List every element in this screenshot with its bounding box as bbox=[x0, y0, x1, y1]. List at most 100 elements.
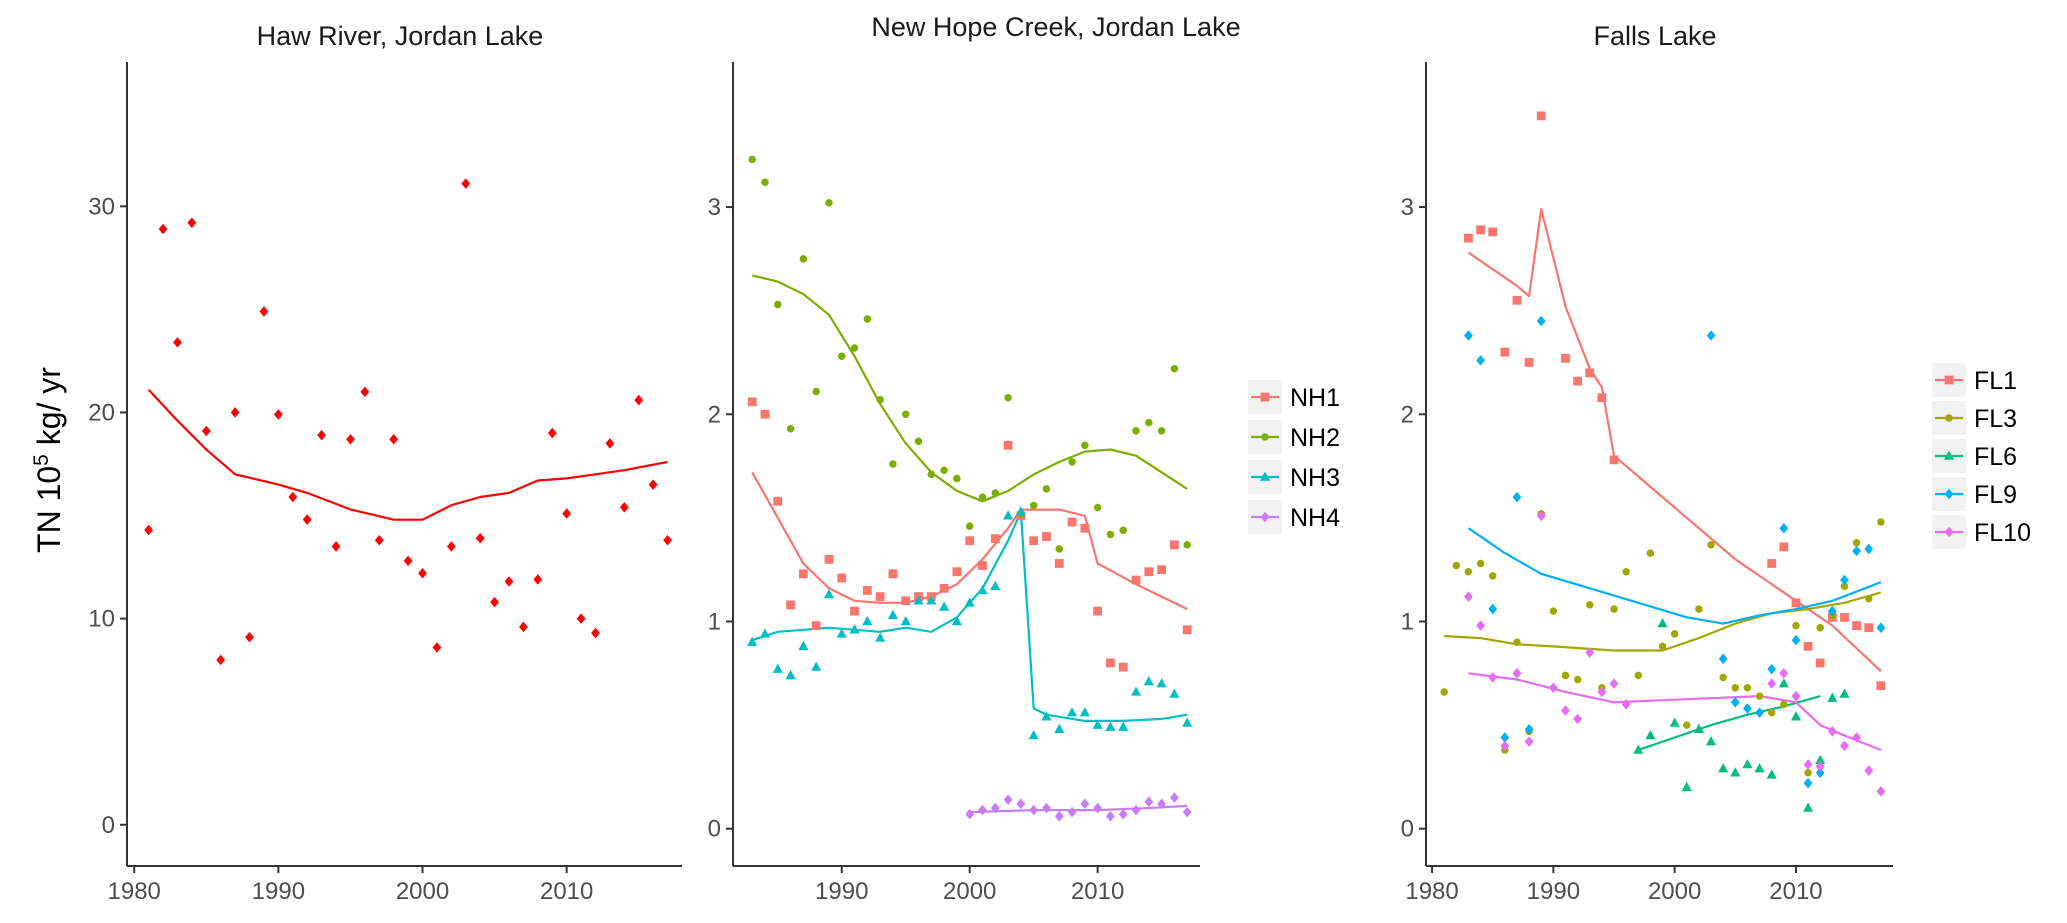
data-point-series bbox=[490, 596, 499, 608]
data-point-nh1 bbox=[773, 496, 783, 506]
data-point-series bbox=[158, 223, 168, 235]
data-point-nh3 bbox=[759, 628, 771, 638]
data-point-fl9 bbox=[1718, 653, 1728, 665]
data-point-nh3 bbox=[1182, 717, 1193, 727]
data-point-nh1 bbox=[1029, 536, 1039, 546]
data-point-nh2 bbox=[1119, 526, 1127, 535]
trend-line-nh4 bbox=[969, 804, 1188, 814]
data-point-nh1 bbox=[1144, 567, 1154, 577]
x-tick-label: 2000 bbox=[1648, 878, 1701, 905]
data-point-nh2 bbox=[1042, 485, 1051, 493]
data-point-fl6 bbox=[1681, 781, 1692, 791]
data-point-fl9 bbox=[1852, 545, 1862, 557]
data-point-fl3 bbox=[1573, 675, 1582, 684]
data-point-series bbox=[216, 654, 226, 666]
data-point-fl10 bbox=[1573, 713, 1583, 725]
data-point-fl9 bbox=[1706, 330, 1716, 341]
data-point-nh3 bbox=[926, 595, 937, 605]
data-point-fl9 bbox=[1779, 522, 1789, 534]
trend-line-nh1 bbox=[751, 471, 1188, 611]
data-point-nh1 bbox=[1182, 625, 1192, 635]
data-point-fl3 bbox=[1731, 684, 1740, 692]
data-point-fl10 bbox=[1779, 668, 1789, 679]
data-point-fl6 bbox=[1730, 767, 1741, 777]
data-point-nh2 bbox=[812, 387, 820, 396]
x-tick-label: 2000 bbox=[943, 878, 996, 905]
data-point-nh4 bbox=[1182, 806, 1192, 818]
data-point-nh2 bbox=[1093, 503, 1102, 512]
data-point-fl6 bbox=[1705, 736, 1717, 746]
data-point-nh1 bbox=[1080, 523, 1090, 533]
data-point-fl9 bbox=[1791, 634, 1801, 646]
data-point-series bbox=[187, 217, 197, 229]
x-tick-label: 2010 bbox=[1769, 878, 1822, 905]
y-axis-label-unit: kg/ yr bbox=[31, 367, 67, 454]
data-point-nh3 bbox=[862, 615, 873, 626]
legend-label-fl10: FL10 bbox=[1974, 519, 2031, 547]
data-point-nh4 bbox=[990, 802, 1000, 814]
data-point-nh1 bbox=[1093, 606, 1103, 616]
data-point-nh2 bbox=[1055, 545, 1064, 553]
data-point-fl3 bbox=[1464, 568, 1473, 576]
data-point-nh3 bbox=[1028, 729, 1039, 740]
y-axis-label-main: TN 10 bbox=[31, 466, 67, 553]
data-point-nh2 bbox=[914, 437, 923, 445]
data-point-series bbox=[519, 621, 528, 633]
data-point-nh1 bbox=[824, 554, 834, 564]
data-point-fl3 bbox=[1683, 721, 1691, 729]
legend-key-marker bbox=[1260, 392, 1270, 402]
legend-label-nh3: NH3 bbox=[1290, 464, 1340, 492]
data-point-fl10 bbox=[1512, 668, 1522, 679]
data-point-nh3 bbox=[1079, 707, 1090, 717]
legend-label-fl3: FL3 bbox=[1974, 405, 2017, 433]
x-tick-label: 1990 bbox=[1527, 878, 1580, 905]
data-point-nh4 bbox=[978, 804, 987, 816]
data-point-nh1 bbox=[837, 573, 847, 583]
data-point-fl3 bbox=[1755, 692, 1764, 700]
data-point-nh2 bbox=[991, 489, 1000, 497]
data-point-nh3 bbox=[836, 628, 847, 638]
data-point-nh2 bbox=[748, 155, 756, 164]
data-point-nh2 bbox=[1029, 501, 1038, 510]
y-tick-label: 2 bbox=[1401, 401, 1414, 428]
data-point-fl3 bbox=[1476, 559, 1485, 568]
data-point-nh4 bbox=[1170, 792, 1179, 803]
data-point-fl6 bbox=[1645, 729, 1656, 740]
data-point-fl3 bbox=[1780, 700, 1788, 709]
trend-line-fl3 bbox=[1444, 591, 1882, 652]
data-point-fl6 bbox=[1766, 769, 1777, 779]
data-point-fl3 bbox=[1816, 623, 1824, 632]
data-point-nh4 bbox=[1093, 802, 1103, 814]
data-point-fl3 bbox=[1488, 572, 1497, 580]
data-point-nh3 bbox=[1054, 723, 1065, 733]
data-point-nh3 bbox=[913, 595, 924, 605]
data-point-nh2 bbox=[786, 425, 795, 433]
data-point-fl6 bbox=[1790, 711, 1802, 721]
panel-new-hope-creek: New Hope Creek, Jordan Lake 0 1 2 3 1990 2000… bbox=[708, 12, 1340, 905]
data-point-series bbox=[591, 627, 600, 639]
data-point-nh4 bbox=[1131, 804, 1141, 816]
data-point-nh3 bbox=[1066, 707, 1078, 717]
data-point-nh3 bbox=[1156, 678, 1167, 688]
data-point-fl3 bbox=[1719, 673, 1727, 682]
data-point-fl10 bbox=[1597, 686, 1607, 698]
panel-falls-lake: Falls Lake 0 1 2 3 1980 1990 2000 2010 FL1 FL3 FL6… bbox=[1401, 21, 2031, 905]
panel-title: New Hope Creek, Jordan Lake bbox=[871, 12, 1240, 42]
data-point-fl1 bbox=[1864, 623, 1874, 633]
data-point-nh1 bbox=[875, 592, 885, 602]
data-point-fl10 bbox=[1815, 761, 1825, 772]
data-point-fl3 bbox=[1586, 601, 1594, 609]
data-point-fl3 bbox=[1840, 582, 1849, 590]
x-tick-label: 1980 bbox=[108, 878, 161, 905]
data-point-fl3 bbox=[1610, 605, 1618, 613]
data-point-fl10 bbox=[1561, 705, 1570, 716]
data-point-nh2 bbox=[1106, 530, 1115, 539]
data-point-fl10 bbox=[1536, 510, 1546, 522]
y-tick-label: 2 bbox=[708, 401, 721, 428]
panel-title: Haw River, Jordan Lake bbox=[257, 21, 544, 51]
data-point-nh2 bbox=[1183, 541, 1191, 549]
data-point-fl1 bbox=[1597, 393, 1607, 403]
data-point-series bbox=[619, 502, 629, 513]
data-point-nh1 bbox=[901, 596, 911, 606]
x-tick-label: 2010 bbox=[540, 878, 593, 905]
